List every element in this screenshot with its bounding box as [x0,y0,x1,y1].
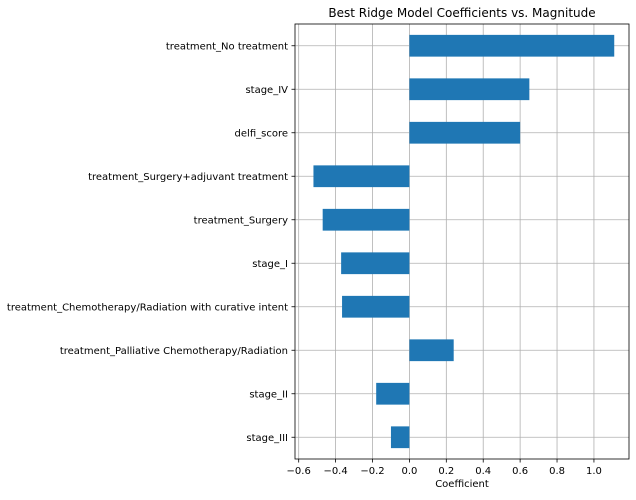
x-tick-label: 0.8 [549,466,565,477]
bar [342,295,410,318]
plot-frame [294,23,630,460]
x-tick-label: 1.0 [586,466,602,477]
x-tick-label: −0.4 [323,466,347,477]
bar [341,252,410,275]
x-axis-label: Coefficient [435,479,489,490]
bar [390,426,410,449]
y-axis-ticks: treatment_No treatment stage_IV delfi_scor… [7,41,295,444]
bar [409,121,521,144]
bar [376,382,410,405]
x-tick-label: 0.4 [475,466,491,477]
y-tick-label: treatment_Chemotherapy/Radiation with cu… [7,302,288,313]
y-tick-label: stage_IV [245,85,288,96]
chart-title: Best Ridge Model Coefficients vs. Magnit… [328,6,595,20]
y-tick-label: stage_II [249,389,288,400]
y-tick-label: treatment_Palliative Chemotherapy/Radiat… [60,346,288,357]
x-tick-label: −0.2 [360,466,384,477]
x-axis-ticks: −0.6 −0.4 −0.2 0.0 0.2 0.4 0.6 0.8 1.0 [287,459,602,477]
bar [409,34,615,57]
x-tick-label: −0.6 [287,466,311,477]
y-tick-label: delfi_score [235,128,288,139]
bar [409,78,530,101]
y-tick-label: treatment_Surgery+adjuvant treatment [88,172,288,183]
bar [313,165,410,188]
y-tick-label: stage_I [252,259,288,270]
y-tick-label: treatment_No treatment [166,41,288,52]
x-tick-label: 0.6 [512,466,528,477]
x-tick-label: 0.2 [438,466,454,477]
y-tick-label: treatment_Surgery [194,215,288,226]
bar [409,339,454,362]
bars [313,34,615,449]
x-tick-label: 0.0 [401,466,417,477]
bar [322,208,410,231]
y-tick-label: stage_III [246,433,288,444]
